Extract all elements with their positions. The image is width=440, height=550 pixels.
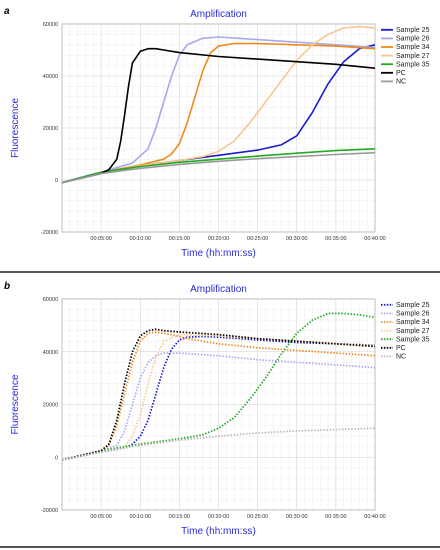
grid-lines: [61, 298, 376, 511]
x-tick-label: 00:30:00: [286, 514, 307, 520]
x-tick-label: 00:05:00: [90, 236, 111, 242]
bottom-divider: [0, 546, 440, 548]
y-axis-label: Fluorescence: [10, 374, 21, 434]
y-tick-label: 20000: [43, 403, 58, 409]
chart-panel-a: a Amplification 60000 40000 20000 0 -20000 00:0…: [0, 0, 440, 272]
x-tick-label: 00:10:00: [130, 236, 151, 242]
legend-entry: Sample 35: [396, 61, 430, 68]
x-tick-label: 00:35:00: [325, 236, 346, 242]
amplification-chart-a: a Amplification 60000 40000 20000 0 -20000 00:0…: [4, 6, 430, 259]
series-line-pc: [62, 47, 375, 184]
y-tick-label: 20000: [43, 126, 58, 132]
series-line-pc: [62, 328, 375, 461]
x-tick-label: 00:40:00: [364, 514, 385, 520]
amplification-chart-b: b Amplification 60000 40000 20000 0 -20000 00:0…: [4, 281, 430, 537]
legend-entry: Sample 27: [396, 53, 430, 60]
series-line-sample-35: [62, 148, 375, 184]
legend-entry: Sample 27: [396, 328, 430, 335]
y-tick-label: 60000: [43, 22, 58, 28]
panel-divider: [0, 271, 440, 273]
series-line-sample-34: [62, 42, 375, 184]
y-tick-label: -20000: [41, 230, 58, 236]
y-tick-label: 40000: [43, 350, 58, 356]
x-tick-label: 00:25:00: [247, 236, 268, 242]
legend-entry: Sample 25: [396, 302, 430, 309]
legend-entry: Sample 34: [396, 44, 430, 51]
legend-entry: PC: [396, 70, 406, 77]
chart-title: Amplification: [190, 9, 247, 20]
x-tick-label: 00:10:00: [130, 514, 151, 520]
y-tick-label: -20000: [41, 508, 58, 514]
x-tick-label: 00:25:00: [247, 514, 268, 520]
x-axis-label: Time (hh:mm:ss): [181, 526, 256, 537]
x-tick-label: 00:30:00: [286, 236, 307, 242]
series-line-nc: [62, 151, 375, 184]
y-tick-label: 0: [55, 178, 58, 184]
series-line-nc: [62, 427, 375, 461]
series-line-sample-26: [62, 36, 375, 184]
legend-entry: Sample 26: [396, 311, 430, 318]
x-tick-label: 00:40:00: [364, 236, 385, 242]
legend-entry: NC: [396, 354, 406, 361]
legend-entry: Sample 26: [396, 36, 430, 43]
x-tick-label: 00:15:00: [169, 236, 190, 242]
legend-entry: Sample 34: [396, 319, 430, 326]
y-tick-label: 0: [55, 455, 58, 461]
series-line-sample-26: [62, 352, 375, 461]
series-line-sample-27: [62, 333, 375, 461]
x-tick-label: 00:15:00: [169, 514, 190, 520]
y-tick-label: 60000: [43, 297, 58, 303]
series-line-sample-34: [62, 331, 375, 461]
y-axis-label: Fluorescence: [10, 98, 21, 158]
x-tick-label: 00:35:00: [325, 514, 346, 520]
x-tick-label: 00:20:00: [208, 514, 229, 520]
chart-title: Amplification: [190, 284, 247, 295]
legend-entry: Sample 25: [396, 27, 430, 34]
x-tick-label: 00:20:00: [208, 236, 229, 242]
legend-entry: NC: [396, 79, 406, 86]
panel-label-a: a: [4, 6, 10, 17]
y-tick-label: 40000: [43, 74, 58, 80]
series-lines: [62, 25, 375, 184]
series-lines: [62, 312, 375, 461]
panel-label-b: b: [4, 281, 10, 292]
x-tick-label: 00:05:00: [90, 514, 111, 520]
series-line-sample-35: [62, 312, 375, 461]
x-axis-label: Time (hh:mm:ss): [181, 248, 256, 259]
grid-lines: [61, 23, 376, 233]
chart-panel-b: b Amplification 60000 40000 20000 0 -20000 00:0…: [0, 275, 440, 550]
legend-entry: Sample 35: [396, 336, 430, 343]
series-line-sample-27: [62, 25, 375, 184]
legend-entry: PC: [396, 345, 406, 352]
